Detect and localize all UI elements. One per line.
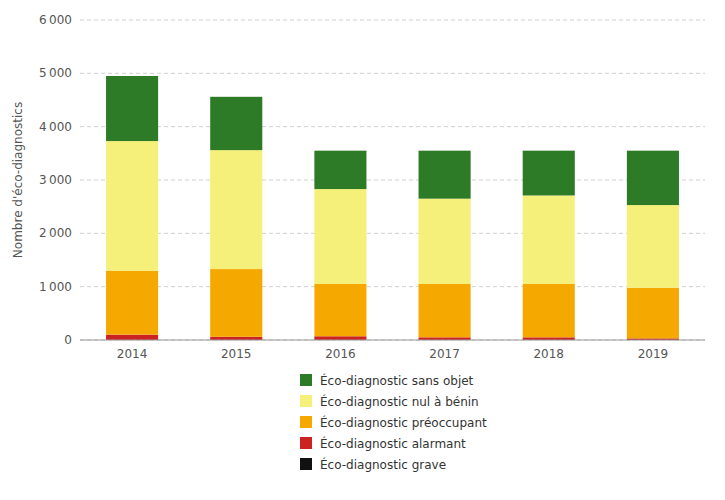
x-tick-label: 2017 xyxy=(429,347,460,361)
x-tick-label: 2016 xyxy=(325,347,356,361)
y-tick-label: 5 000 xyxy=(39,66,72,80)
bar-segment xyxy=(314,284,366,336)
y-tick-label: 1 000 xyxy=(39,280,72,294)
x-tick-label: 2015 xyxy=(221,347,252,361)
bar-segment xyxy=(523,284,575,337)
legend-label: Éco-diagnostic grave xyxy=(320,457,446,472)
bar-segment xyxy=(627,288,679,339)
chart: 0 1 000 2 000 3 000 4 000 5 000 6 000 2014 2015 2… xyxy=(0,0,725,500)
bar-segment xyxy=(627,151,679,205)
x-tick-label: 2019 xyxy=(638,347,669,361)
bar-segment xyxy=(627,205,679,288)
x-tick-label: 2018 xyxy=(533,347,564,361)
bar-segment xyxy=(210,269,262,337)
legend-swatch xyxy=(300,374,312,386)
y-tick-label: 4 000 xyxy=(39,120,72,134)
legend: Éco-diagnostic sans objet Éco-diagnostic … xyxy=(300,373,487,472)
grid xyxy=(80,20,705,340)
bar-segment xyxy=(523,151,575,196)
x-axis-line xyxy=(80,340,705,341)
bar-segment xyxy=(523,195,575,284)
bar-segment xyxy=(106,335,158,340)
bar-segment xyxy=(314,151,366,189)
bar-segment xyxy=(419,284,471,337)
legend-swatch xyxy=(300,458,312,470)
bar-segment xyxy=(419,151,471,199)
bar-segment xyxy=(419,199,471,284)
y-tick-label: 3 000 xyxy=(39,173,72,187)
legend-label: Éco-diagnostic alarmant xyxy=(320,436,466,451)
legend-swatch xyxy=(300,416,312,428)
bar-segment xyxy=(314,336,366,340)
legend-label: Éco-diagnostic préoccupant xyxy=(320,415,487,430)
y-tick-label: 2 000 xyxy=(39,226,72,240)
y-tick-label: 0 xyxy=(64,333,72,347)
bar-segment xyxy=(210,150,262,269)
grid-line xyxy=(80,73,705,74)
legend-label: Éco-diagnostic nul à bénin xyxy=(320,394,479,409)
grid-line xyxy=(80,233,705,234)
x-tick-label: 2014 xyxy=(117,347,148,361)
grid-line xyxy=(80,20,705,21)
legend-swatch xyxy=(300,395,312,407)
bar-segment xyxy=(314,189,366,284)
y-tick-label: 6 000 xyxy=(39,13,72,27)
y-axis-label: Nombre d'éco-diagnostics xyxy=(11,102,25,258)
grid-line xyxy=(80,340,705,341)
legend-label: Éco-diagnostic sans objet xyxy=(320,373,474,388)
bars xyxy=(106,76,679,340)
bar-segment xyxy=(210,97,262,150)
grid-line xyxy=(80,286,705,287)
bar-segment xyxy=(106,141,158,271)
legend-swatch xyxy=(300,437,312,449)
grid-line xyxy=(80,180,705,181)
bar-segment xyxy=(106,271,158,335)
bar-segment xyxy=(106,76,158,141)
grid-line xyxy=(80,126,705,127)
